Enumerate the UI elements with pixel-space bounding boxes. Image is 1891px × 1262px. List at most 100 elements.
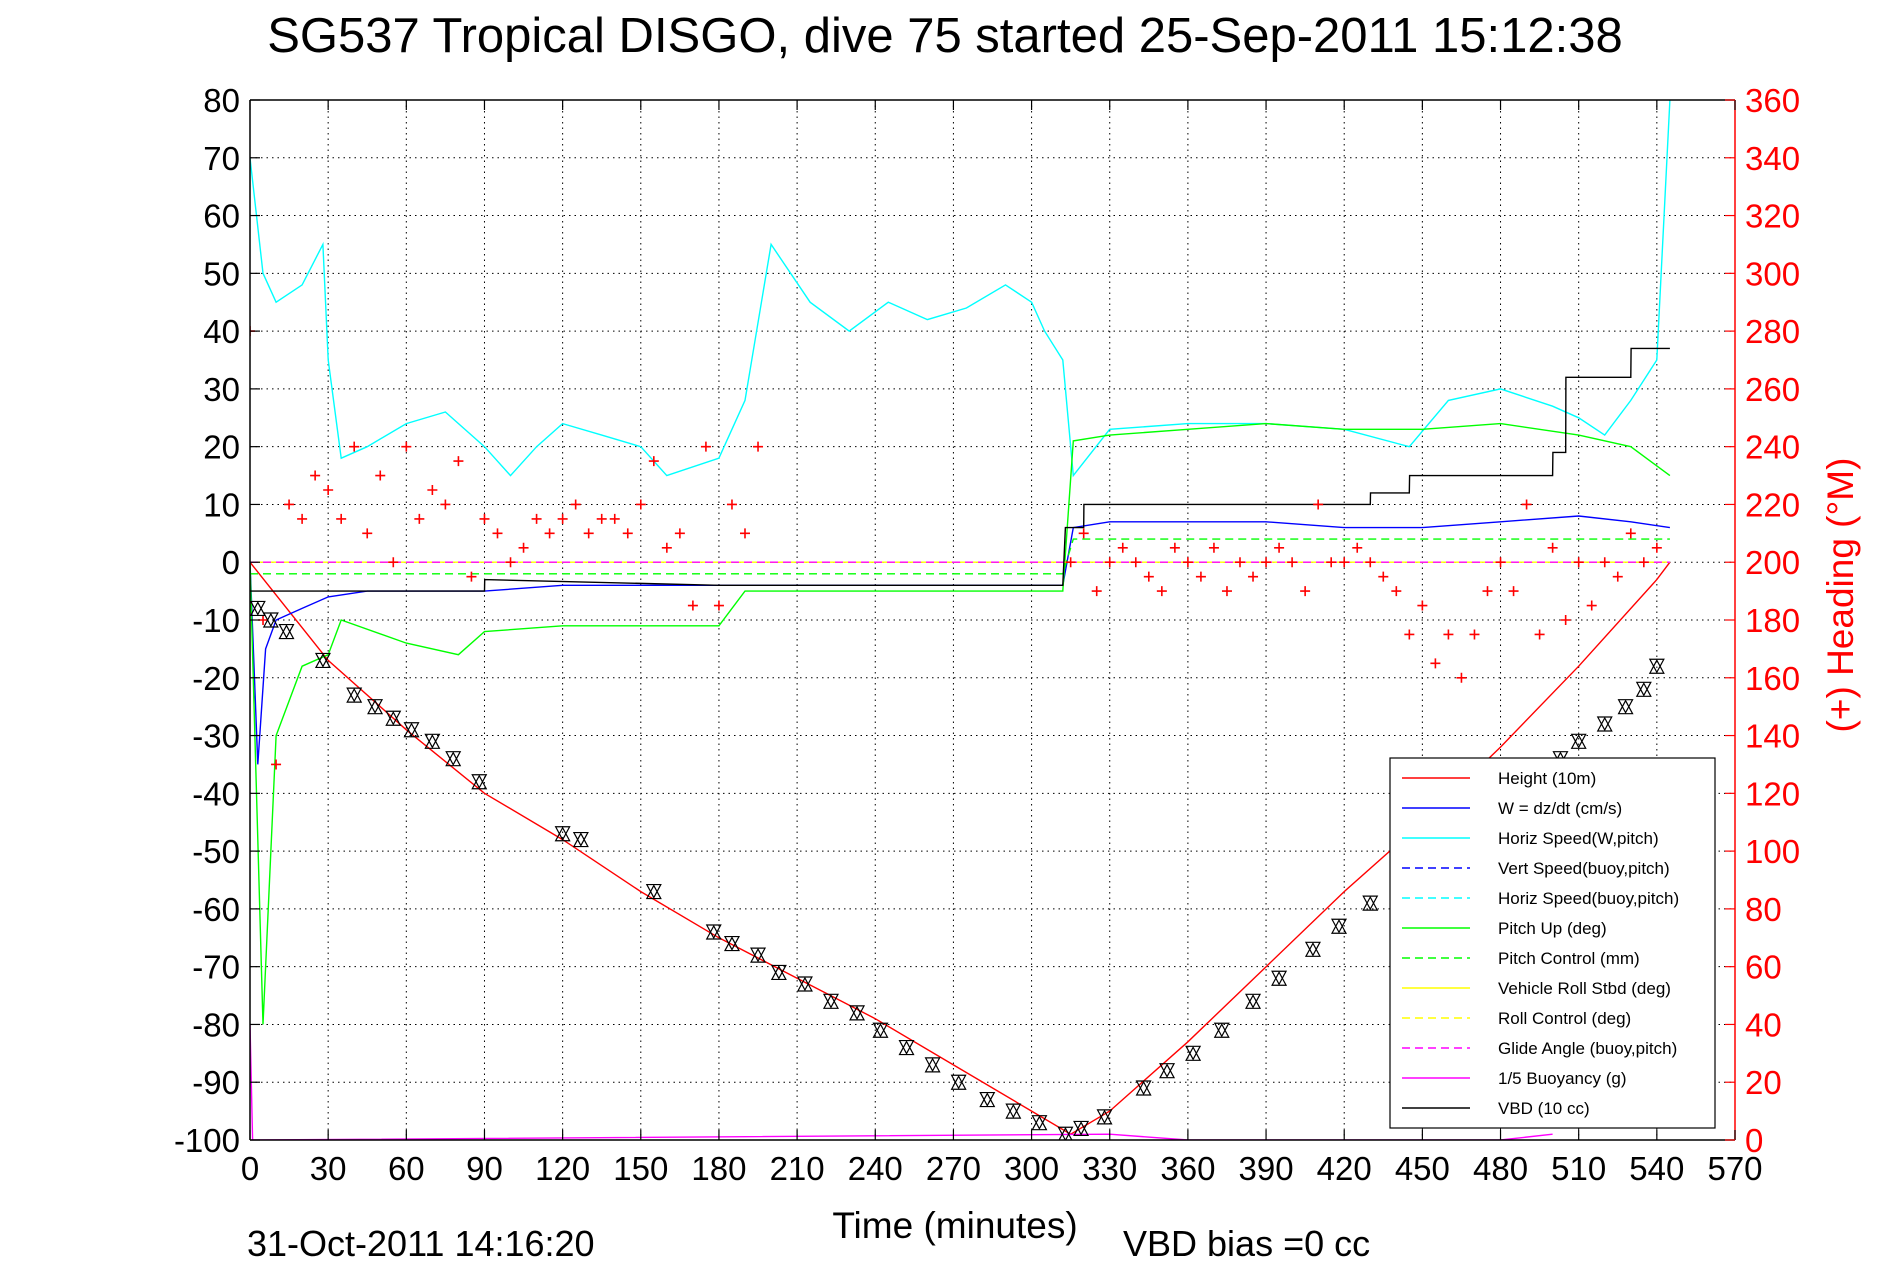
y2-tick-label: 0	[1745, 1122, 1763, 1159]
x-tick-label: 390	[1239, 1150, 1294, 1187]
heading-point	[1586, 600, 1597, 611]
y-tick-label: -30	[192, 718, 240, 755]
height-marker-up	[1271, 970, 1288, 986]
heading-point	[1495, 557, 1506, 568]
heading-point	[1521, 499, 1532, 510]
heading-point	[453, 456, 464, 467]
heading-point	[726, 499, 737, 510]
heading-point	[596, 513, 607, 524]
series-vbd-10-cc	[250, 347, 1670, 592]
chart-title: SG537 Tropical DISGO, dive 75 started 25…	[267, 9, 1623, 63]
y2-tick-label: 300	[1745, 255, 1800, 292]
heading-point	[1469, 629, 1480, 640]
heading-point	[1156, 586, 1167, 597]
x-tick-label: 510	[1551, 1150, 1606, 1187]
heading-point	[1313, 499, 1324, 510]
height-marker-up	[645, 884, 662, 900]
y-tick-label: 40	[203, 313, 240, 350]
heading-point	[1625, 528, 1636, 539]
height-marker-up	[554, 826, 571, 842]
heading-point	[1417, 600, 1428, 611]
heading-point	[1599, 557, 1610, 568]
heading-point	[466, 571, 477, 582]
height-marker-up	[979, 1092, 996, 1108]
height-marker-up	[346, 687, 363, 703]
heading-point	[427, 485, 438, 495]
heading-point	[1195, 571, 1206, 582]
heading-point	[1560, 615, 1571, 625]
height-marker-up	[1159, 1063, 1176, 1079]
height-marker-up	[471, 774, 488, 790]
x-tick-label: 180	[691, 1150, 746, 1187]
series-w-dz-dt-cm-s	[250, 515, 1671, 765]
height-marker-up	[314, 653, 331, 669]
heading-point	[544, 528, 555, 539]
heading-point	[1508, 586, 1519, 597]
height-marker-up	[262, 612, 279, 628]
height-marker-up	[849, 1005, 866, 1021]
heading-point	[1547, 542, 1558, 553]
series-1-5-buoyancy-g	[250, 1024, 1553, 1140]
y2-tick-label: 340	[1745, 140, 1800, 177]
x-tick-label: 150	[613, 1150, 668, 1187]
height-marker-up	[385, 710, 402, 726]
height-marker-up	[1362, 895, 1379, 911]
legend-label: 1/5 Buoyancy (g)	[1498, 1069, 1627, 1088]
height-marker-up	[822, 994, 839, 1009]
x-tick-label: 420	[1317, 1150, 1372, 1187]
heading-point	[1274, 542, 1285, 553]
heading-point	[323, 485, 334, 495]
heading-point	[1573, 557, 1584, 568]
height-marker-up	[1005, 1103, 1022, 1119]
heading-point	[284, 499, 295, 510]
height-marker-up	[924, 1057, 941, 1073]
height-marker-up	[1213, 1022, 1230, 1038]
axes: 0 30 60 90 120 150 180 210 240 270 300 330 360 390 420…	[174, 82, 1800, 1187]
heading-point	[271, 759, 282, 770]
y2-tick-label: 220	[1745, 486, 1800, 523]
y2-tick-label: 200	[1745, 544, 1800, 581]
heading-point	[661, 542, 672, 553]
y2-tick-label: 260	[1745, 371, 1800, 408]
height-marker-up	[424, 734, 441, 749]
grid	[250, 100, 1735, 1140]
height-marker-up	[1596, 716, 1613, 732]
heading-point	[713, 600, 724, 611]
y-tick-label: -70	[192, 949, 240, 986]
height-marker-up	[1648, 658, 1665, 674]
heading-point	[1300, 586, 1311, 597]
height-marker-up	[1073, 1121, 1090, 1137]
heading-point	[1404, 629, 1415, 640]
heading-point	[635, 499, 646, 510]
height-marker-up	[898, 1040, 915, 1056]
heading-point	[622, 528, 633, 539]
y-tick-label: 0	[222, 544, 240, 581]
heading-point	[349, 441, 360, 452]
height-marker-up	[1245, 994, 1262, 1009]
heading-point	[1261, 557, 1272, 568]
legend-label: Horiz Speed(buoy,pitch)	[1498, 889, 1679, 908]
heading-point	[1091, 586, 1102, 597]
legend-label: Glide Angle (buoy,pitch)	[1498, 1039, 1677, 1058]
heading-point	[1117, 542, 1128, 553]
y2-tick-label: 240	[1745, 429, 1800, 466]
height-marker-up	[367, 699, 384, 715]
x-tick-label: 270	[926, 1150, 981, 1187]
height-marker-up	[445, 751, 462, 767]
heading-point	[401, 441, 412, 452]
height-marker-up	[770, 965, 787, 981]
heading-point	[1638, 557, 1649, 568]
height-marker-up	[1096, 1109, 1113, 1125]
height-marker-up	[1570, 734, 1587, 749]
heading-point	[440, 499, 451, 510]
y-tick-label: 10	[203, 486, 240, 523]
heading-point	[570, 499, 581, 510]
y2-tick-label: 120	[1745, 775, 1800, 812]
y2-tick-label: 320	[1745, 198, 1800, 235]
heading-point	[1130, 557, 1141, 568]
heading-point	[310, 470, 321, 481]
heading-point	[1287, 557, 1298, 568]
y2-tick-label: 80	[1745, 891, 1782, 928]
heading-point	[1065, 557, 1076, 568]
